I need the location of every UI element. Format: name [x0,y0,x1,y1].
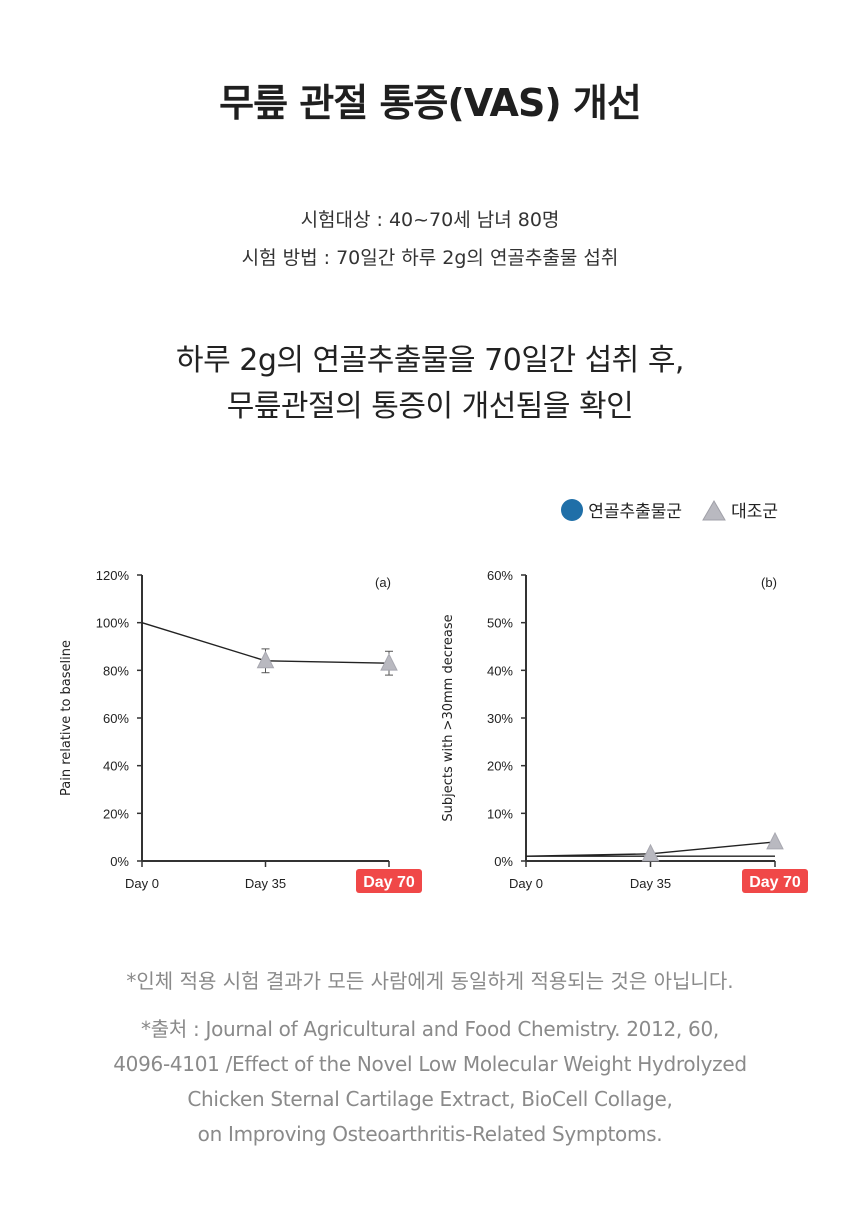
x-tick-label: Day 0 [125,876,159,891]
study-method: 시험 방법 : 70일간 하루 2g의 연골추출물 섭취 [241,247,619,269]
y-tick-label: 100% [96,616,130,631]
page-title: 무릎 관절 통증(VAS) 개선 [219,81,642,125]
panel-label: (b) [761,575,777,590]
chart-legend: 연골추출물군 대조군 [561,497,778,522]
footnote: *인체 적용 시험 결과가 모든 사람에게 동일하게 적용되는 것은 아닙니다. [126,969,734,993]
x-tick-label: Day 0 [509,876,543,891]
panel-label: (a) [375,575,391,590]
y-tick-label: 40% [103,759,129,774]
y-tick-label: 20% [487,759,513,774]
data-point-triangle [766,831,784,850]
y-tick-label: 50% [487,616,513,631]
y-tick-label: 0% [494,854,513,869]
y-tick-label: 120% [96,568,130,583]
source-citation: *출처 : Journal of Agricultural and Food C… [0,1012,860,1152]
data-point-triangle [256,650,275,669]
y-tick-label: 20% [103,806,129,821]
headline-line-1: 하루 2g의 연골추출물을 70일간 섭취 후, [176,343,684,378]
y-tick-label: 60% [487,568,513,583]
x-tick-label: Day 70 [749,874,801,891]
x-tick-label: Day 70 [363,874,415,891]
chart-a: 0% 20% 40% 60% 80% 100% 120% Day 0 Day 35 Day 70 P… [59,568,422,893]
legend-triangle-icon [702,499,726,520]
legend-circle-icon [561,498,584,521]
data-point-triangle [380,653,398,671]
headline-line-2: 무릎관절의 통증이 개선됨을 확인 [226,389,634,424]
source-line-1: *출처 : Journal of Agricultural and Food C… [141,1017,719,1041]
data-point-triangle [641,843,660,862]
y-tick-label: 0% [110,854,129,869]
x-tick-label: Day 35 [245,876,286,891]
y-tick-label: 10% [487,806,513,821]
y-axis-label: Subjects with >30mm decrease [441,614,456,821]
legend-label-series1: 연골추출물군 [588,502,683,522]
source-line-2: 4096-4101 /Effect of the Novel Low Molec… [113,1052,747,1076]
source-line-4: on Improving Osteoarthritis-Related Symp… [197,1122,663,1146]
y-tick-label: 40% [487,663,513,678]
y-tick-label: 60% [103,711,129,726]
x-tick-label: Day 35 [630,876,671,891]
y-tick-label: 80% [103,663,129,678]
x-highlight-badge [356,869,422,893]
source-line-3: Chicken Sternal Cartilage Extract, BioCe… [187,1087,673,1111]
x-highlight-badge [742,869,808,893]
chart-b: 0% 10% 20% 30% 40% 50% 60% Day 0 Day 35 Day 70 Sub… [441,568,808,893]
legend-label-series2: 대조군 [731,502,778,522]
y-axis-label: Pain relative to baseline [59,640,74,796]
y-tick-label: 30% [487,711,513,726]
study-subjects: 시험대상 : 40~70세 남녀 80명 [300,209,560,231]
